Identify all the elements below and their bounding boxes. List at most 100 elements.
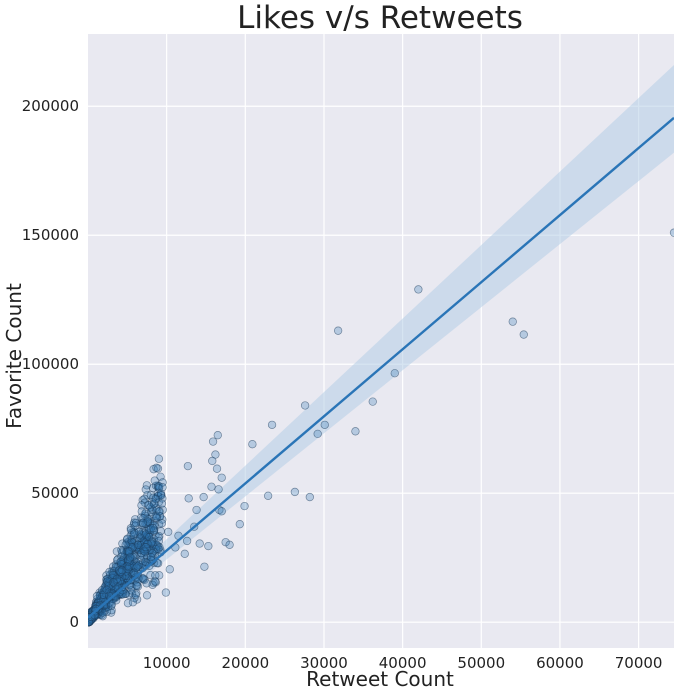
- data-point: [137, 501, 146, 510]
- y-tick-label: 50000: [31, 484, 79, 502]
- data-point: [127, 586, 136, 595]
- data-point: [150, 476, 159, 485]
- data-point: [208, 437, 218, 446]
- data-point: [207, 482, 216, 491]
- data-point: [217, 473, 226, 482]
- data-point: [156, 489, 166, 498]
- data-point: [139, 546, 149, 556]
- data-point: [131, 518, 141, 528]
- data-point: [180, 549, 189, 558]
- data-point: [129, 530, 139, 539]
- data-point: [97, 585, 107, 595]
- data-point: [158, 483, 167, 492]
- data-point: [137, 507, 146, 516]
- data-point: [200, 562, 209, 571]
- data-point: [130, 568, 139, 577]
- data-point: [519, 330, 528, 339]
- data-point: [300, 401, 310, 410]
- y-tick-label: 100000: [22, 355, 79, 373]
- x-tick-label: 70000: [615, 654, 663, 672]
- data-point: [161, 588, 171, 597]
- x-axis-label: Retweet Count: [306, 667, 454, 691]
- data-point: [147, 538, 157, 547]
- data-point: [141, 485, 150, 494]
- data-point: [151, 577, 160, 586]
- data-point: [117, 552, 126, 561]
- data-point: [313, 429, 322, 439]
- x-tick-label: 30000: [300, 654, 348, 672]
- x-tick-label: 10000: [143, 654, 191, 672]
- y-tick-label: 200000: [22, 97, 79, 115]
- data-point: [103, 577, 112, 586]
- y-tick-label: 0: [69, 613, 79, 631]
- data-point: [320, 420, 329, 429]
- data-layer: [88, 64, 674, 627]
- data-point: [141, 543, 151, 552]
- data-point: [333, 326, 343, 335]
- data-point: [290, 487, 300, 497]
- data-point: [148, 523, 158, 533]
- data-point: [128, 598, 138, 607]
- data-point: [240, 501, 249, 511]
- data-point: [126, 525, 136, 535]
- x-tick-label: 40000: [379, 654, 427, 672]
- data-point: [195, 539, 204, 548]
- confidence-band: [88, 64, 674, 623]
- data-point: [151, 494, 160, 504]
- data-point: [142, 591, 152, 600]
- data-point: [155, 507, 164, 516]
- regression-line: [88, 116, 674, 619]
- data-point: [132, 581, 141, 591]
- data-point: [165, 565, 174, 574]
- data-point: [184, 494, 193, 503]
- data-point: [213, 431, 222, 440]
- data-point: [126, 553, 135, 562]
- data-point: [157, 519, 167, 528]
- data-point: [390, 369, 399, 378]
- data-point: [351, 427, 360, 436]
- data-point: [154, 536, 164, 546]
- data-point: [368, 397, 377, 406]
- data-point: [142, 579, 151, 588]
- data-point: [208, 456, 217, 466]
- data-point: [414, 285, 423, 294]
- data-point: [157, 499, 167, 508]
- data-point: [669, 228, 674, 237]
- x-tick-label: 60000: [536, 654, 584, 672]
- data-point: [183, 461, 193, 471]
- data-point: [146, 570, 155, 580]
- data-point: [151, 571, 160, 580]
- data-point: [124, 547, 133, 556]
- data-point: [199, 492, 208, 502]
- data-point: [112, 547, 122, 556]
- data-point: [155, 543, 164, 552]
- data-point: [92, 591, 102, 601]
- x-tick-label: 50000: [457, 654, 505, 672]
- data-point: [267, 420, 277, 429]
- data-point: [146, 552, 156, 562]
- data-point: [235, 520, 244, 529]
- data-point: [217, 507, 226, 516]
- data-point: [192, 505, 201, 515]
- chart-title: Likes v/s Retweets: [237, 0, 523, 36]
- data-point: [132, 595, 142, 604]
- data-point: [248, 440, 257, 449]
- data-point: [145, 532, 154, 542]
- y-axis-label: Favorite Count: [2, 283, 26, 429]
- y-tick-label: 150000: [22, 226, 79, 244]
- x-tick-label: 20000: [221, 654, 269, 672]
- data-point: [152, 463, 161, 472]
- data-point: [212, 464, 222, 473]
- data-point: [109, 578, 118, 587]
- data-point: [508, 317, 517, 326]
- data-point: [118, 539, 127, 548]
- data-point: [154, 454, 164, 463]
- data-point: [107, 600, 116, 609]
- data-point: [117, 565, 127, 575]
- data-point: [138, 518, 148, 528]
- data-point: [133, 562, 142, 571]
- data-point: [305, 492, 314, 502]
- data-point: [263, 491, 273, 500]
- data-point: [158, 478, 167, 487]
